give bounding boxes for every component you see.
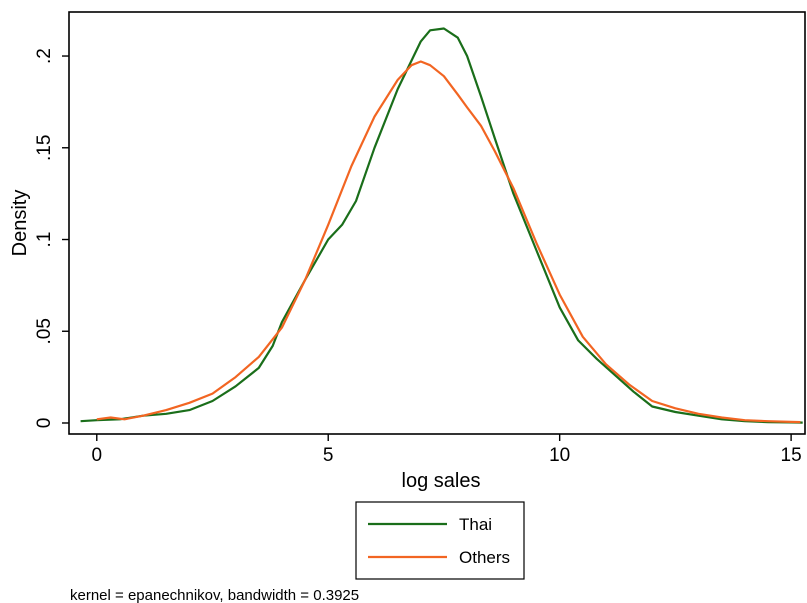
plot-area-frame <box>68 11 806 435</box>
legend: Thai Others <box>355 501 525 580</box>
x-axis-title: log sales <box>402 470 481 492</box>
series-line-thai <box>80 27 803 424</box>
y-tick-label: .1 <box>34 232 55 248</box>
series-line-others <box>96 60 801 424</box>
legend-label-others: Others <box>459 548 510 567</box>
y-tick-label: .05 <box>34 318 55 344</box>
legend-box <box>355 501 525 580</box>
y-tick-label: .2 <box>34 48 55 64</box>
x-axis: 0 5 10 15 <box>91 434 802 466</box>
y-axis-title: Density <box>9 190 31 257</box>
y-tick-label: 0 <box>34 418 55 429</box>
x-tick-label: 15 <box>781 445 802 466</box>
series-layer <box>80 27 803 424</box>
x-tick-label: 10 <box>549 445 570 466</box>
legend-label-thai: Thai <box>459 515 492 534</box>
kernel-note: kernel = epanechnikov, bandwidth = 0.392… <box>70 587 359 603</box>
y-tick-label: .15 <box>34 135 55 161</box>
y-axis: 0 .05 .1 .15 .2 <box>34 48 69 428</box>
x-tick-label: 5 <box>323 445 334 466</box>
x-tick-label: 0 <box>91 445 102 466</box>
